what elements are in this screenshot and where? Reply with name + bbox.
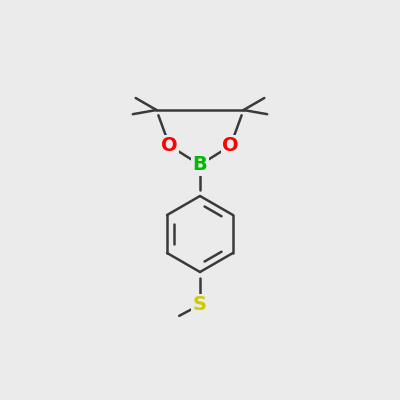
Text: S: S (193, 295, 207, 314)
Text: O: O (161, 136, 178, 155)
Text: B: B (193, 155, 207, 174)
Text: O: O (222, 136, 239, 155)
